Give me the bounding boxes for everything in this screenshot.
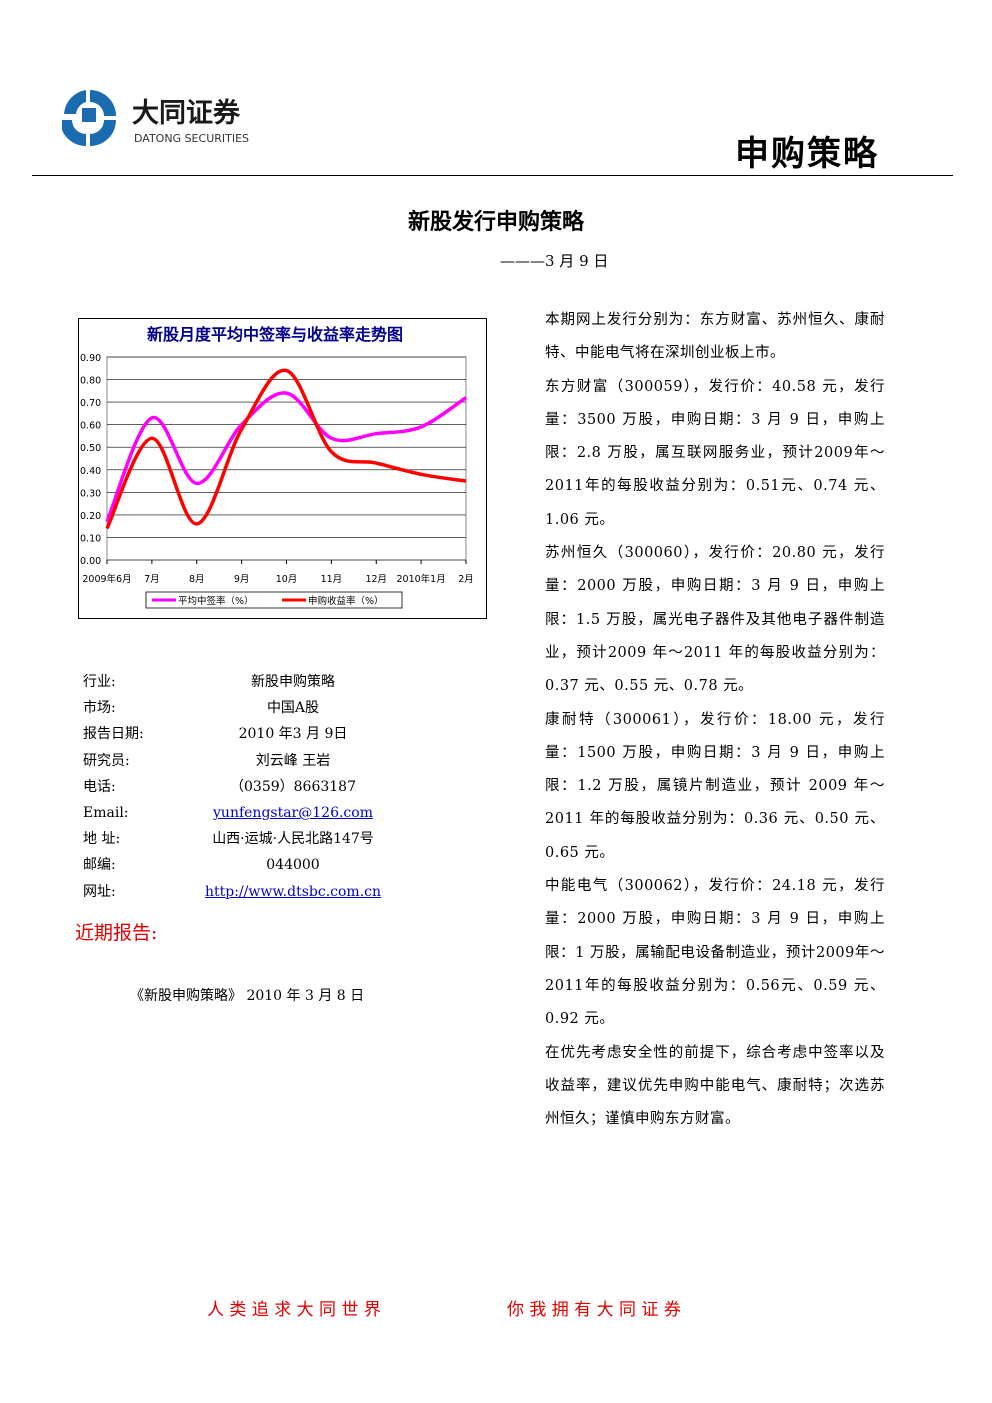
footer-right: 你 我 拥 有 大 同 证 券 (507, 1300, 681, 1320)
info-label: 研究员: (83, 752, 130, 769)
info-row: 行业: 新股申购策略 (83, 669, 403, 695)
x-tick-label: 12月 (365, 574, 387, 585)
x-tick-label: 2010年1月 (397, 573, 446, 585)
info-link[interactable]: http://www.dtsbc.com.cn (205, 883, 381, 900)
info-value: （0359）8663187 (230, 778, 356, 795)
y-tick-label: 0.20 (80, 511, 101, 522)
paragraph: 康耐特（300061），发行价：18.00 元，发行量：1500 万股，申购日期… (545, 711, 885, 861)
info-value: 刘云峰 王岩 (255, 752, 331, 769)
paragraph: 在优先考虑安全性的前提下，综合考虑中签率以及收益率，建议优先申购中能电气、康耐特… (545, 1044, 885, 1128)
recent-item: 《新股申购策略》 2010 年 3 月 8 日 (130, 988, 365, 1004)
header-rule (32, 175, 953, 176)
chart: 新股月度平均中签率与收益率走势图 0.00 0.10 0.20 0.30 0.40 0.5… (78, 318, 487, 619)
info-row: 电话: （0359）8663187 (83, 774, 403, 800)
logo: 大同证券 DATONG SECURITIES (62, 90, 249, 146)
doc-title: 新股发行申购策略 (407, 209, 584, 235)
y-tick-label: 0.50 (80, 443, 101, 454)
chart-title: 新股月度平均中签率与收益率走势图 (147, 325, 403, 344)
body-text: 本期网上发行分别为：东方财富、苏州恒久、康耐特、中能电气将在深圳创业板上市。东方… (545, 304, 885, 1136)
info-value: 山西·运城·人民北路147号 (212, 831, 374, 848)
y-tick-label: 0.30 (80, 488, 101, 499)
recent-heading: 近期报告: (75, 922, 158, 944)
paragraph: 东方财富（300059），发行价：40.58 元，发行量：3500 万股，申购日… (545, 378, 885, 528)
x-tick-label: 9月 (234, 574, 250, 585)
info-label: 市场: (83, 700, 116, 717)
info-row: 市场: 中国A股 (83, 695, 403, 721)
brand-en: DATONG SECURITIES (134, 132, 249, 145)
x-tick-label: 7月 (144, 574, 160, 585)
x-tick-label: 2009年6月 (82, 573, 131, 585)
info-label: 报告日期: (83, 726, 144, 743)
info-link[interactable]: yunfengstar@126.com (213, 805, 373, 821)
info-row: 邮编: 044000 (83, 852, 403, 878)
y-tick-label: 0.00 (80, 556, 101, 567)
paragraph: 中能电气（300062），发行价：24.18 元，发行量：2000 万股，申购日… (545, 878, 885, 1028)
info-value: 2010 年3 月 9日 (238, 726, 348, 743)
x-tick-label: 11月 (321, 574, 343, 585)
y-tick-label: 0.70 (80, 398, 101, 409)
info-value: 新股申购策略 (251, 674, 335, 690)
y-tick-label: 0.40 (80, 466, 101, 477)
info-label: 行业: (83, 674, 116, 690)
y-tick-label: 0.10 (80, 533, 101, 544)
doc-date: ———3 月 9 日 (500, 252, 609, 270)
info-row: 网址: http://www.dtsbc.com.cn (83, 879, 403, 905)
info-label: Email: (83, 805, 129, 821)
series-line (105, 391, 467, 523)
y-tick-label: 0.80 (80, 376, 101, 387)
series-line (105, 368, 467, 530)
x-tick-label: 8月 (189, 574, 205, 585)
brand: 大同证券 (132, 97, 241, 129)
x-tick-label: 2月 (458, 574, 474, 585)
y-tick-label: 0.90 (80, 353, 101, 364)
section-title: 申购策略 (735, 134, 879, 174)
info-label: 邮编: (83, 857, 116, 874)
logo-mark (62, 90, 116, 146)
info-value: 044000 (266, 857, 320, 874)
legend-label: 申购收益率（%） (308, 595, 384, 607)
info-label: 网址: (83, 883, 116, 900)
plot-area (106, 356, 467, 561)
y-tick-label: 0.60 (80, 421, 101, 432)
info-row: 研究员: 刘云峰 王岩 (83, 748, 403, 774)
paragraph: 本期网上发行分别为：东方财富、苏州恒久、康耐特、中能电气将在深圳创业板上市。 (545, 312, 885, 362)
footer-left: 人 类 追 求 大 同 世 界 (207, 1300, 381, 1320)
legend-box (145, 591, 403, 609)
info-label: 地 址: (83, 831, 121, 848)
info-label: 电话: (83, 778, 116, 795)
legend-label: 平均中签率（%） (178, 595, 254, 607)
paragraph: 苏州恒久（300060），发行价：20.80 元，发行量：2000 万股，申购日… (545, 545, 885, 695)
info-row: 地 址: 山西·运城·人民北路147号 (83, 826, 403, 852)
info-value: 中国A股 (266, 700, 320, 717)
info-row: 报告日期: 2010 年3 月 9日 (83, 721, 403, 747)
info-row: Email: yunfengstar@126.com (83, 800, 403, 826)
x-tick-label: 10月 (276, 574, 298, 585)
